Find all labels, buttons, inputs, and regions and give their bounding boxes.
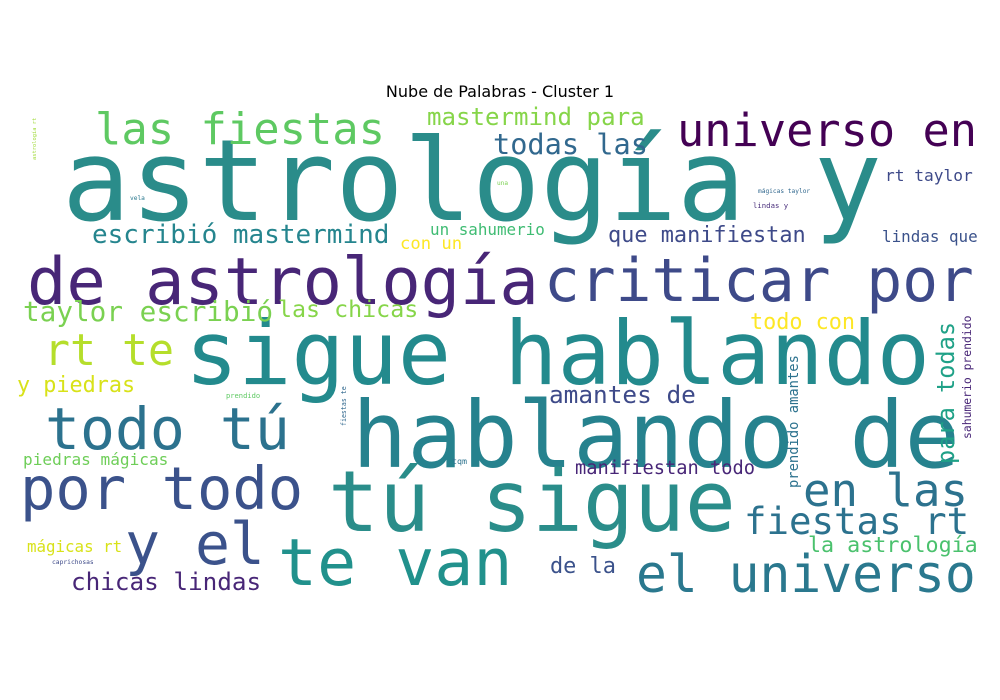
- word-con-un: con un: [400, 234, 463, 254]
- chart-title: Nube de Palabras - Cluster 1: [385, 82, 615, 101]
- word-vela: vela: [130, 195, 145, 202]
- word-astrologia-y: astrología y: [62, 115, 882, 247]
- word-y-piedras: y piedras: [17, 373, 136, 398]
- word-y-el: y el: [125, 510, 265, 578]
- word-de-astrologia: de astrología: [27, 244, 539, 320]
- word-todas-las: todas las: [493, 127, 648, 161]
- word-hablando-de: hablando de: [352, 382, 960, 489]
- word-fiestas-rt: fiestas rt: [744, 499, 970, 543]
- word-tu-sigue: tú sigue: [328, 452, 736, 551]
- word-chicas-lindas: chicas lindas: [71, 567, 262, 596]
- word-mastermind-para: mastermind para: [427, 103, 645, 131]
- word-todo-tu: todo tú: [45, 395, 290, 463]
- word-de-la: de la: [550, 554, 616, 579]
- word-manifiestan-todo: manifiestan todo: [575, 458, 756, 479]
- word-la-astrologia: la astrología: [808, 533, 978, 558]
- word-sigue-hablando: sigue hablando: [185, 302, 931, 405]
- word-piedras-magicas: piedras mágicas: [23, 450, 169, 469]
- word-el-universo: el universo: [636, 545, 976, 605]
- word-que-manifiestan: que manifiestan: [608, 223, 806, 248]
- word-fiestas-te: fiestas te: [340, 386, 348, 426]
- word-todo-con: todo con: [750, 310, 855, 335]
- word-tqm: tqm: [452, 456, 467, 466]
- word-en-las: en las: [803, 464, 969, 517]
- word-rt-te: rt te: [44, 326, 175, 376]
- word-lindas-que: lindas que: [882, 227, 978, 246]
- word-las-chicas: las chicas: [278, 296, 419, 323]
- word-prendido-amantes: prendido amantes: [786, 355, 802, 488]
- word-criticar-por: criticar por: [544, 247, 974, 316]
- word-amantes-de: amantes de: [549, 380, 696, 409]
- word-taylor-escribio: taylor escribió: [23, 295, 274, 328]
- word-las-fiestas: las fiestas: [95, 104, 386, 155]
- word-por-todo: por todo: [20, 454, 304, 523]
- word-caprichosas: caprichosas: [52, 559, 94, 566]
- word-una: una: [497, 180, 509, 187]
- word-lindas-y: lindas y: [753, 201, 789, 210]
- word-rt-taylor: rt taylor: [885, 166, 973, 185]
- word-te-van: te van: [278, 526, 513, 601]
- word-universo-en: universo en: [677, 104, 977, 157]
- word-astrologia-rt: astrología rt: [32, 117, 38, 160]
- word-sahumerio-prendido: sahumerio prendido: [960, 315, 974, 439]
- word-magicas-rt: mágicas rt: [27, 537, 123, 556]
- word-escribio-mastermind: escribió mastermind: [92, 220, 390, 250]
- word-un-sahumerio: un sahumerio: [430, 220, 545, 239]
- word-magicas-taylor: mágicas taylor: [758, 188, 811, 195]
- word-prendido: prendido: [226, 391, 261, 400]
- word-para-todas: para todas: [932, 321, 960, 464]
